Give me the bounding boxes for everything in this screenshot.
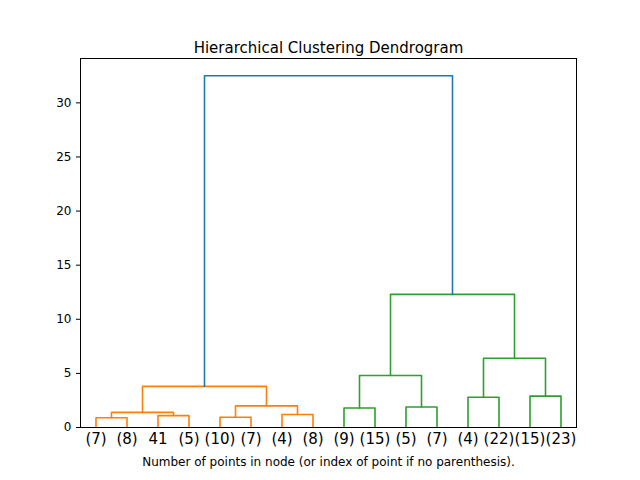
svg-text:25: 25	[56, 150, 71, 164]
svg-text:(8): (8)	[116, 430, 137, 448]
svg-text:30: 30	[56, 96, 71, 110]
svg-text:5: 5	[64, 366, 72, 380]
svg-text:10: 10	[56, 312, 71, 326]
svg-text:Number of points in node (or i: Number of points in node (or index of po…	[142, 455, 515, 469]
svg-text:Hierarchical Clustering Dendro: Hierarchical Clustering Dendrogram	[194, 39, 464, 57]
svg-text:(10): (10)	[205, 430, 236, 448]
svg-text:(22): (22)	[484, 430, 515, 448]
svg-text:(15): (15)	[360, 430, 391, 448]
svg-text:(4): (4)	[271, 430, 292, 448]
svg-text:41: 41	[148, 430, 167, 448]
svg-text:(4): (4)	[457, 430, 478, 448]
svg-text:(7): (7)	[426, 430, 447, 448]
svg-text:(7): (7)	[85, 430, 106, 448]
svg-text:(23): (23)	[546, 430, 577, 448]
svg-text:(8): (8)	[302, 430, 323, 448]
svg-text:(9): (9)	[333, 430, 354, 448]
svg-text:(5): (5)	[395, 430, 416, 448]
svg-text:(7): (7)	[240, 430, 261, 448]
svg-text:20: 20	[56, 204, 71, 218]
svg-text:0: 0	[64, 420, 72, 434]
svg-text:(5): (5)	[178, 430, 199, 448]
svg-text:(15): (15)	[515, 430, 546, 448]
svg-text:15: 15	[56, 258, 71, 272]
